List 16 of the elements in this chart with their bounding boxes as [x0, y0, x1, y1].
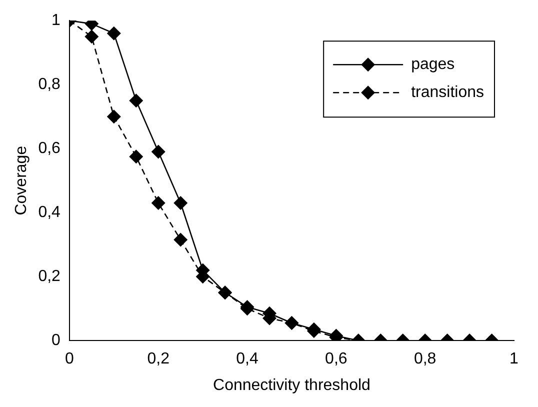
x-tick-label: 0	[64, 350, 74, 368]
y-tick-label: 0,2	[38, 268, 61, 286]
x-tick-label: 0,6	[325, 350, 348, 368]
y-tick-label: 0	[52, 332, 61, 350]
x-axis-title: Connectivity threshold	[213, 376, 370, 394]
x-tick-label: 0,2	[147, 350, 170, 368]
x-tick-label: 1	[510, 350, 519, 368]
legend-label: transitions	[411, 84, 484, 102]
y-tick-label: 0,4	[38, 204, 61, 222]
y-tick-label: 1	[52, 12, 61, 30]
y-tick-label: 0,8	[38, 76, 61, 94]
x-tick-label: 0,4	[236, 350, 258, 368]
y-tick-label: 0,6	[38, 140, 61, 158]
legend-label: pages	[411, 56, 455, 74]
x-tick-label: 0,8	[414, 350, 436, 368]
y-axis-title: Coverage	[13, 146, 30, 216]
